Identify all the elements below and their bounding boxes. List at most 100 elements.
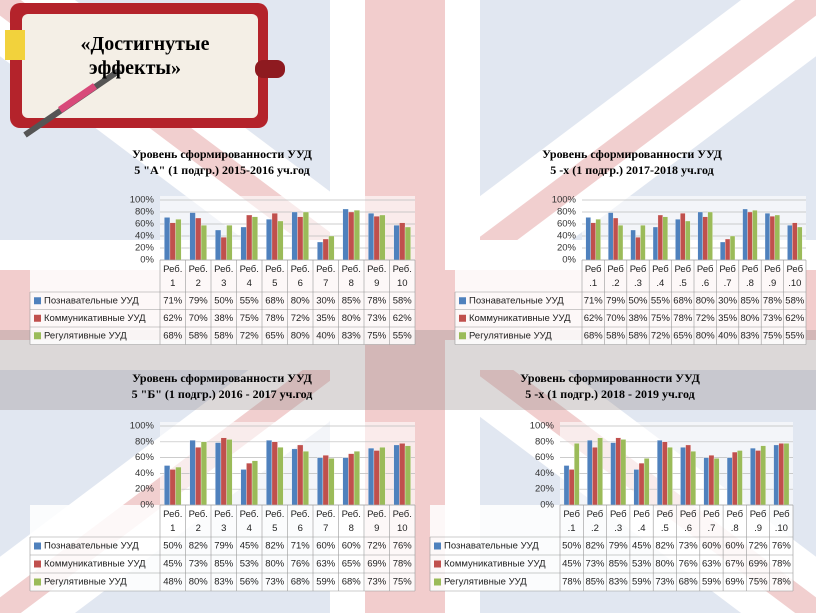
bar — [220, 237, 227, 261]
x-tick-label-line: Реб — [773, 509, 790, 520]
x-tick-label-line: .3 — [614, 523, 622, 534]
bar — [707, 211, 713, 261]
bar — [574, 443, 580, 506]
x-tick-label-line: 6 — [298, 523, 303, 534]
x-tick-label: Реб. 6 — [291, 509, 310, 534]
bar — [220, 437, 227, 506]
x-tick-label: Реб .4 — [652, 264, 669, 289]
data-label: 63% — [702, 559, 722, 570]
legend-swatch — [434, 578, 441, 586]
data-label: 69% — [367, 559, 387, 570]
bar — [774, 214, 780, 261]
x-tick-label-line: .3 — [634, 278, 642, 289]
data-label: 73% — [679, 541, 699, 552]
x-tick-label: Реб.9 — [367, 264, 386, 289]
x-tick-label-line: .1 — [568, 523, 576, 534]
data-label: 85% — [609, 559, 629, 570]
bar — [317, 457, 324, 506]
bar — [713, 458, 720, 506]
data-label: 67% — [725, 559, 745, 570]
chart-subtitle: 5 -х (1 подгр.) 2018 - 2019 уч.год — [525, 387, 694, 401]
x-tick-label: Реб. 10 — [393, 264, 412, 289]
chart-title: Уровень сформированности УУД — [132, 147, 313, 161]
bar — [563, 465, 570, 506]
bar — [266, 219, 273, 261]
x-tick-label: Реб.9 — [764, 264, 781, 289]
chart-title: Уровень сформированности УУД — [132, 371, 313, 385]
legend-swatch — [459, 332, 466, 340]
data-label: 30% — [316, 295, 336, 306]
data-label: 73% — [367, 577, 387, 588]
y-tick-label: 20% — [135, 243, 155, 254]
legend-label: Регулятивные УУД — [469, 330, 552, 341]
data-label: 76% — [679, 559, 699, 570]
bar — [638, 462, 645, 506]
bar — [266, 440, 273, 506]
bar — [342, 208, 349, 261]
x-tick-label-line: Реб — [750, 509, 767, 520]
legend-swatch — [34, 560, 41, 568]
bar — [226, 225, 233, 261]
x-tick-label-line: .10 — [788, 278, 801, 289]
bar — [750, 447, 756, 506]
x-tick-label: Реб.2 — [189, 509, 208, 534]
y-tick-label: 80% — [535, 436, 555, 447]
data-label: 62% — [163, 313, 183, 324]
bar — [291, 211, 298, 261]
data-label: 55% — [785, 330, 805, 341]
bar — [662, 441, 668, 506]
bar — [742, 208, 748, 261]
x-tick-label: Реб. 1 — [163, 264, 182, 289]
notebook — [5, 3, 285, 138]
data-label: 58% — [393, 295, 413, 306]
x-tick-label: Реб.7 — [316, 264, 335, 289]
x-tick-label-line: .5 — [679, 278, 687, 289]
data-label: 48% — [163, 577, 183, 588]
x-tick-label: Реб. 5 — [265, 264, 284, 289]
y-tick-label: 100% — [130, 195, 155, 206]
bar — [697, 211, 703, 261]
x-tick-label: Реб.7 — [719, 264, 736, 289]
data-label: 55% — [240, 295, 260, 306]
data-label: 35% — [718, 313, 738, 324]
x-tick-label-line: Реб — [585, 264, 602, 275]
bar — [585, 217, 591, 261]
x-tick-label-line: .2 — [591, 523, 599, 534]
bar — [169, 469, 176, 506]
x-tick-label-line: Реб. — [265, 264, 284, 275]
bar — [277, 220, 284, 261]
bar — [729, 235, 736, 261]
data-label: 50% — [628, 295, 648, 306]
data-label: 59% — [632, 577, 652, 588]
bar — [277, 447, 284, 506]
x-tick-label-line: Реб. — [265, 509, 284, 520]
y-tick-label: 60% — [535, 452, 555, 463]
data-label: 82% — [585, 541, 605, 552]
bar — [724, 238, 731, 261]
bar — [685, 444, 691, 506]
legend-swatch — [434, 560, 441, 568]
data-label: 50% — [214, 295, 234, 306]
bar — [399, 222, 406, 261]
data-label: 76% — [772, 541, 792, 552]
x-tick-label: Реб.2 — [587, 509, 604, 534]
chart-subtitle: 5 "А" (1 подгр.) 2015-2016 уч.год — [134, 163, 309, 177]
data-label: 75% — [651, 313, 671, 324]
data-label: 70% — [606, 313, 626, 324]
data-label: 53% — [240, 559, 260, 570]
legend-label: Регулятивные УУД — [44, 330, 127, 341]
x-tick-label: Реб .4 — [633, 509, 650, 534]
y-tick-label: 40% — [535, 468, 555, 479]
x-tick-label-line: Реб. — [393, 264, 412, 275]
y-tick-label: 80% — [135, 436, 155, 447]
x-tick-label-line: 4 — [247, 278, 252, 289]
x-tick-label-line: 8 — [349, 523, 354, 534]
x-tick-label-line: .5 — [661, 523, 669, 534]
bar — [393, 444, 400, 506]
bar — [189, 440, 196, 506]
chart-title: Уровень сформированности УУД — [542, 147, 723, 161]
data-label: 78% — [763, 295, 783, 306]
data-label: 50% — [163, 541, 183, 552]
x-tick-label-line: Реб. — [240, 264, 259, 275]
